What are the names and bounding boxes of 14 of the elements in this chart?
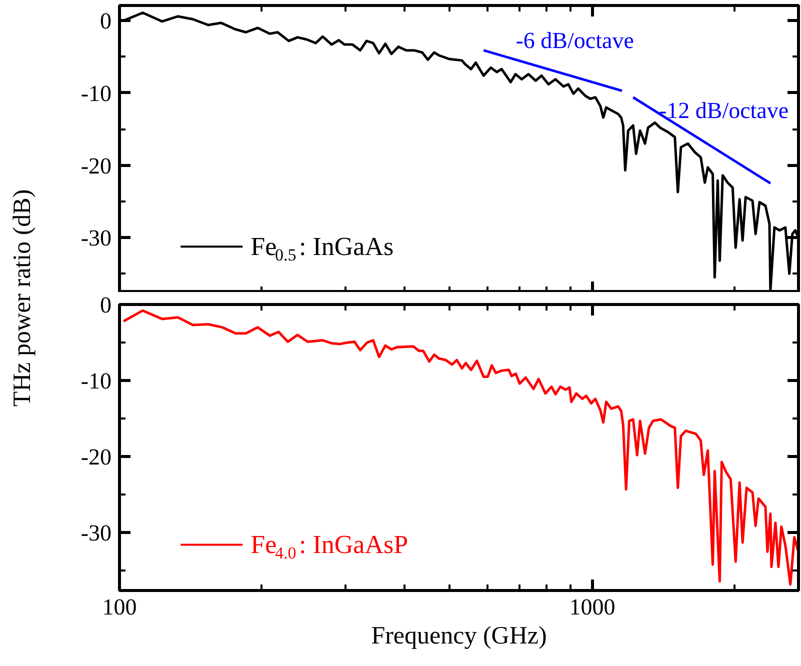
annotation: -6 dB/octave <box>516 28 634 54</box>
y-tick-label: -30 <box>80 226 112 251</box>
x-tick-label: 100 <box>102 594 137 620</box>
y-tick-label: 0 <box>100 8 112 34</box>
y-tick-label: -20 <box>80 444 112 470</box>
x-axis-title: Frequency (GHz) <box>371 622 547 650</box>
y-tick-label: -30 <box>80 520 112 546</box>
y-axis-title: THz power ratio (dB) <box>9 189 36 407</box>
y-tick-label: -20 <box>80 153 112 178</box>
x-tick-label: 1000 <box>569 594 616 620</box>
annotation: -12 dB/octave <box>658 98 789 123</box>
y-tick-label: -10 <box>80 80 112 106</box>
y-tick-label: -10 <box>80 368 112 394</box>
y-tick-label: 0 <box>100 292 112 318</box>
